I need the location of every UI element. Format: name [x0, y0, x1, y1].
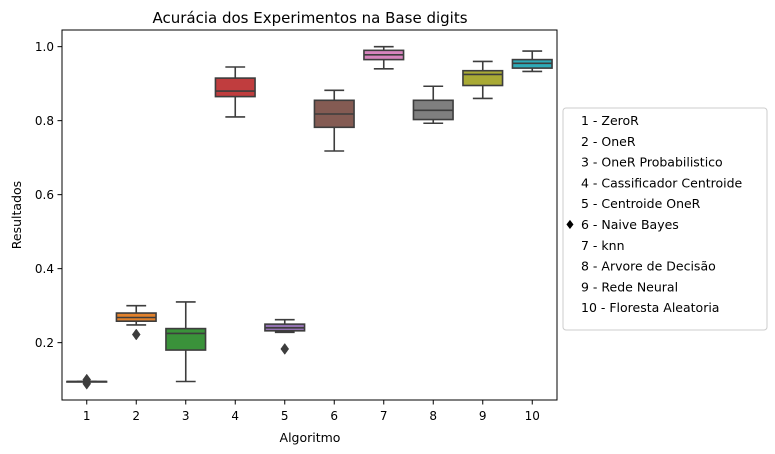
legend-entry: 10 - Floresta Aleatoria [581, 300, 719, 315]
legend-entry: 9 - Rede Neural [581, 279, 678, 294]
x-axis-label: Algoritmo [280, 430, 341, 445]
legend-entry: 8 - Arvore de Decisão [581, 259, 716, 274]
box-group-9 [462, 60, 504, 100]
legend-marker-icon: ♦ [564, 217, 575, 232]
legend-entry: 1 - ZeroR [581, 113, 639, 128]
box-group-1 [66, 373, 108, 390]
x-tick-label: 2 [132, 409, 140, 423]
legend-entry: 3 - OneR Probabilistico [581, 155, 723, 170]
box-group-10 [511, 50, 553, 73]
x-tick-label: 9 [479, 409, 487, 423]
plot-frame [61, 29, 558, 401]
x-tick-label: 8 [429, 409, 437, 423]
x-axis: 1 2 3 4 5 6 7 8 9 10 [83, 400, 540, 423]
y-tick-label: 1.0 [35, 40, 54, 54]
x-tick-label: 6 [330, 409, 338, 423]
y-tick-label: 0.8 [35, 114, 54, 128]
chart-title: Acurácia dos Experimentos na Base digits [152, 9, 467, 27]
boxes-layer [66, 45, 553, 390]
box-body [214, 77, 256, 98]
y-tick-label: 0.6 [35, 188, 54, 202]
legend-entry: 2 - OneR [581, 134, 636, 149]
y-axis-label: Resultados [9, 181, 24, 249]
legend-entry: 5 - Centroide OneR [581, 196, 701, 211]
legend-entry: 6 - Naive Bayes [581, 217, 679, 232]
legend-items: 1 - ZeroR 2 - OneR 3 - OneR Probabilistico… [564, 113, 742, 315]
box-group-3 [165, 301, 207, 383]
box-group-4 [214, 66, 256, 118]
legend-entry: 4 - Cassificador Centroide [581, 175, 743, 190]
box-group-2 [115, 304, 157, 341]
x-tick-label: 5 [281, 409, 289, 423]
box-body [462, 69, 504, 87]
y-tick-label: 0.4 [35, 262, 54, 276]
legend-box [562, 107, 768, 331]
box-group-7 [363, 45, 405, 70]
x-tick-label: 4 [231, 409, 239, 423]
x-tick-label: 7 [380, 409, 388, 423]
x-tick-label: 3 [182, 409, 190, 423]
box-group-5 [264, 318, 306, 355]
outlier-point [131, 328, 141, 341]
box-group-6 [313, 89, 355, 152]
outlier-point [82, 373, 92, 386]
box-group-8 [412, 85, 454, 125]
box-body [165, 327, 207, 351]
x-tick-label: 1 [83, 409, 91, 423]
y-tick-label: 0.2 [35, 336, 54, 350]
legend-entry: 7 - knn [581, 238, 625, 253]
x-tick-label: 10 [525, 409, 540, 423]
legend: 1 - ZeroR 2 - OneR 3 - OneR Probabilistico… [562, 107, 768, 331]
y-axis: 0.2 0.4 0.6 0.8 1.0 [35, 40, 62, 350]
outlier-point [280, 343, 290, 355]
